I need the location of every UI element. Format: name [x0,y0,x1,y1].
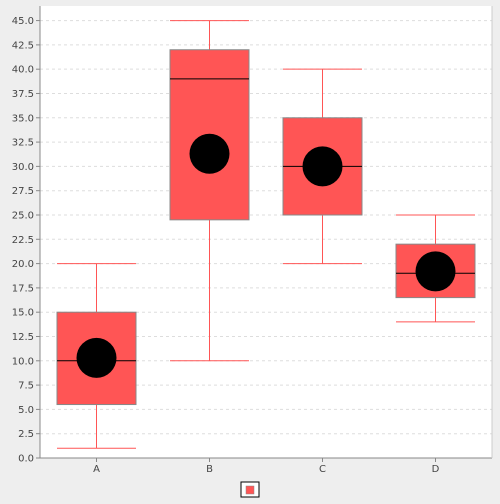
y-tick-label: 42.5 [12,40,34,51]
y-tick-label: 10.0 [12,356,34,367]
y-tick-label: 5.0 [18,405,34,416]
y-tick-label: 2.5 [18,429,34,440]
y-tick-label: 32.5 [12,138,34,149]
y-tick-label: 12.5 [12,332,34,343]
y-tick-label: 30.0 [12,162,34,173]
y-tick-label: 45.0 [12,16,34,27]
y-tick-label: 22.5 [12,235,34,246]
mean-marker [302,146,343,187]
mean-marker [76,337,117,378]
y-tick-label: 7.5 [18,381,34,392]
x-tick-label: C [319,464,326,475]
x-tick-label: B [206,464,213,475]
y-tick-label: 17.5 [12,283,34,294]
y-tick-label: 35.0 [12,113,34,124]
y-tick-label: 27.5 [12,186,34,197]
x-tick-label: A [93,464,100,475]
y-tick-label: 37.5 [12,89,34,100]
mean-marker [189,133,230,174]
mean-marker [415,251,456,292]
legend-swatch [245,485,255,495]
y-tick-label: 15.0 [12,308,34,319]
y-tick-label: 20.0 [12,259,34,270]
y-tick-label: 40.0 [12,65,34,76]
y-tick-label: 25.0 [12,210,34,221]
y-tick-label: 0.0 [18,454,34,465]
x-tick-label: D [432,464,440,475]
